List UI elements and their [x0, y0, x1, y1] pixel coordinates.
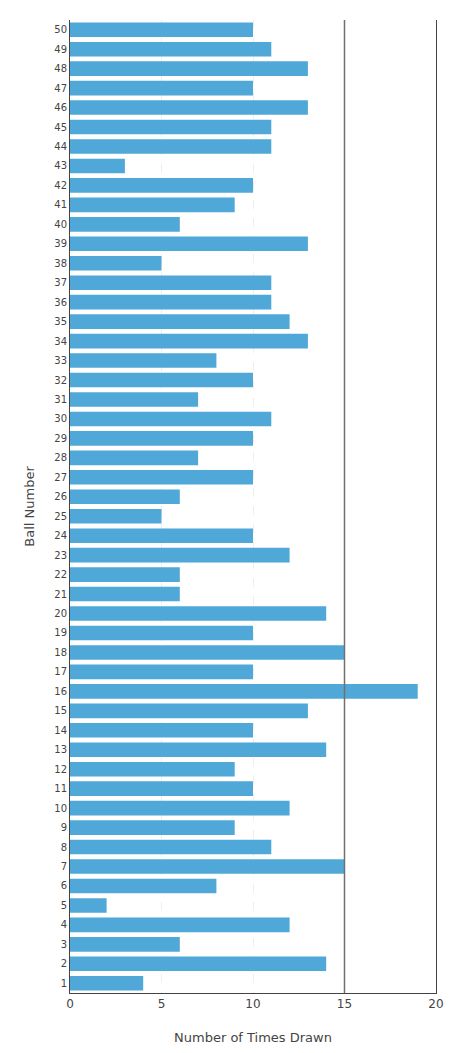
svg-text:33: 33: [54, 355, 67, 366]
svg-text:45: 45: [54, 122, 67, 133]
svg-text:Ball Number: Ball Number: [22, 466, 37, 547]
svg-text:31: 31: [54, 394, 67, 405]
svg-text:50: 50: [54, 24, 67, 35]
svg-text:16: 16: [54, 686, 67, 697]
svg-text:22: 22: [54, 569, 67, 580]
svg-text:11: 11: [54, 783, 67, 794]
svg-text:42: 42: [54, 180, 67, 191]
svg-text:44: 44: [54, 141, 67, 152]
svg-text:48: 48: [54, 63, 67, 74]
svg-text:10: 10: [245, 997, 260, 1011]
svg-text:30: 30: [54, 413, 67, 424]
svg-text:Number of Times Drawn: Number of Times Drawn: [174, 1030, 332, 1045]
svg-text:18: 18: [54, 647, 67, 658]
svg-text:40: 40: [54, 219, 67, 230]
svg-text:43: 43: [54, 160, 67, 171]
svg-text:39: 39: [54, 238, 67, 249]
svg-text:6: 6: [61, 880, 67, 891]
svg-text:3: 3: [61, 939, 67, 950]
svg-text:13: 13: [54, 744, 67, 755]
svg-text:29: 29: [54, 433, 67, 444]
svg-text:46: 46: [54, 102, 67, 113]
svg-text:35: 35: [54, 316, 67, 327]
svg-text:21: 21: [54, 589, 67, 600]
svg-text:2: 2: [61, 958, 67, 969]
svg-text:32: 32: [54, 375, 67, 386]
svg-text:0: 0: [66, 997, 74, 1011]
svg-text:10: 10: [54, 803, 67, 814]
svg-text:38: 38: [54, 258, 67, 269]
svg-text:9: 9: [61, 822, 67, 833]
svg-text:7: 7: [61, 861, 67, 872]
svg-text:15: 15: [337, 997, 352, 1011]
svg-text:15: 15: [54, 705, 67, 716]
svg-text:49: 49: [54, 44, 67, 55]
svg-text:24: 24: [54, 530, 67, 541]
svg-text:27: 27: [54, 472, 67, 483]
svg-text:12: 12: [54, 764, 67, 775]
svg-text:5: 5: [158, 997, 166, 1011]
svg-text:8: 8: [61, 842, 67, 853]
svg-text:14: 14: [54, 725, 67, 736]
svg-text:23: 23: [54, 550, 67, 561]
svg-text:4: 4: [61, 919, 67, 930]
svg-text:25: 25: [54, 511, 67, 522]
svg-text:47: 47: [54, 83, 67, 94]
svg-text:36: 36: [54, 297, 67, 308]
svg-text:41: 41: [54, 199, 67, 210]
svg-text:26: 26: [54, 491, 67, 502]
svg-text:5: 5: [61, 900, 67, 911]
svg-text:20: 20: [54, 608, 67, 619]
svg-text:34: 34: [54, 336, 67, 347]
svg-text:19: 19: [54, 627, 67, 638]
svg-text:1: 1: [61, 978, 67, 989]
svg-text:37: 37: [54, 277, 67, 288]
svg-text:28: 28: [54, 452, 67, 463]
svg-text:20: 20: [428, 997, 443, 1011]
svg-text:17: 17: [54, 666, 67, 677]
